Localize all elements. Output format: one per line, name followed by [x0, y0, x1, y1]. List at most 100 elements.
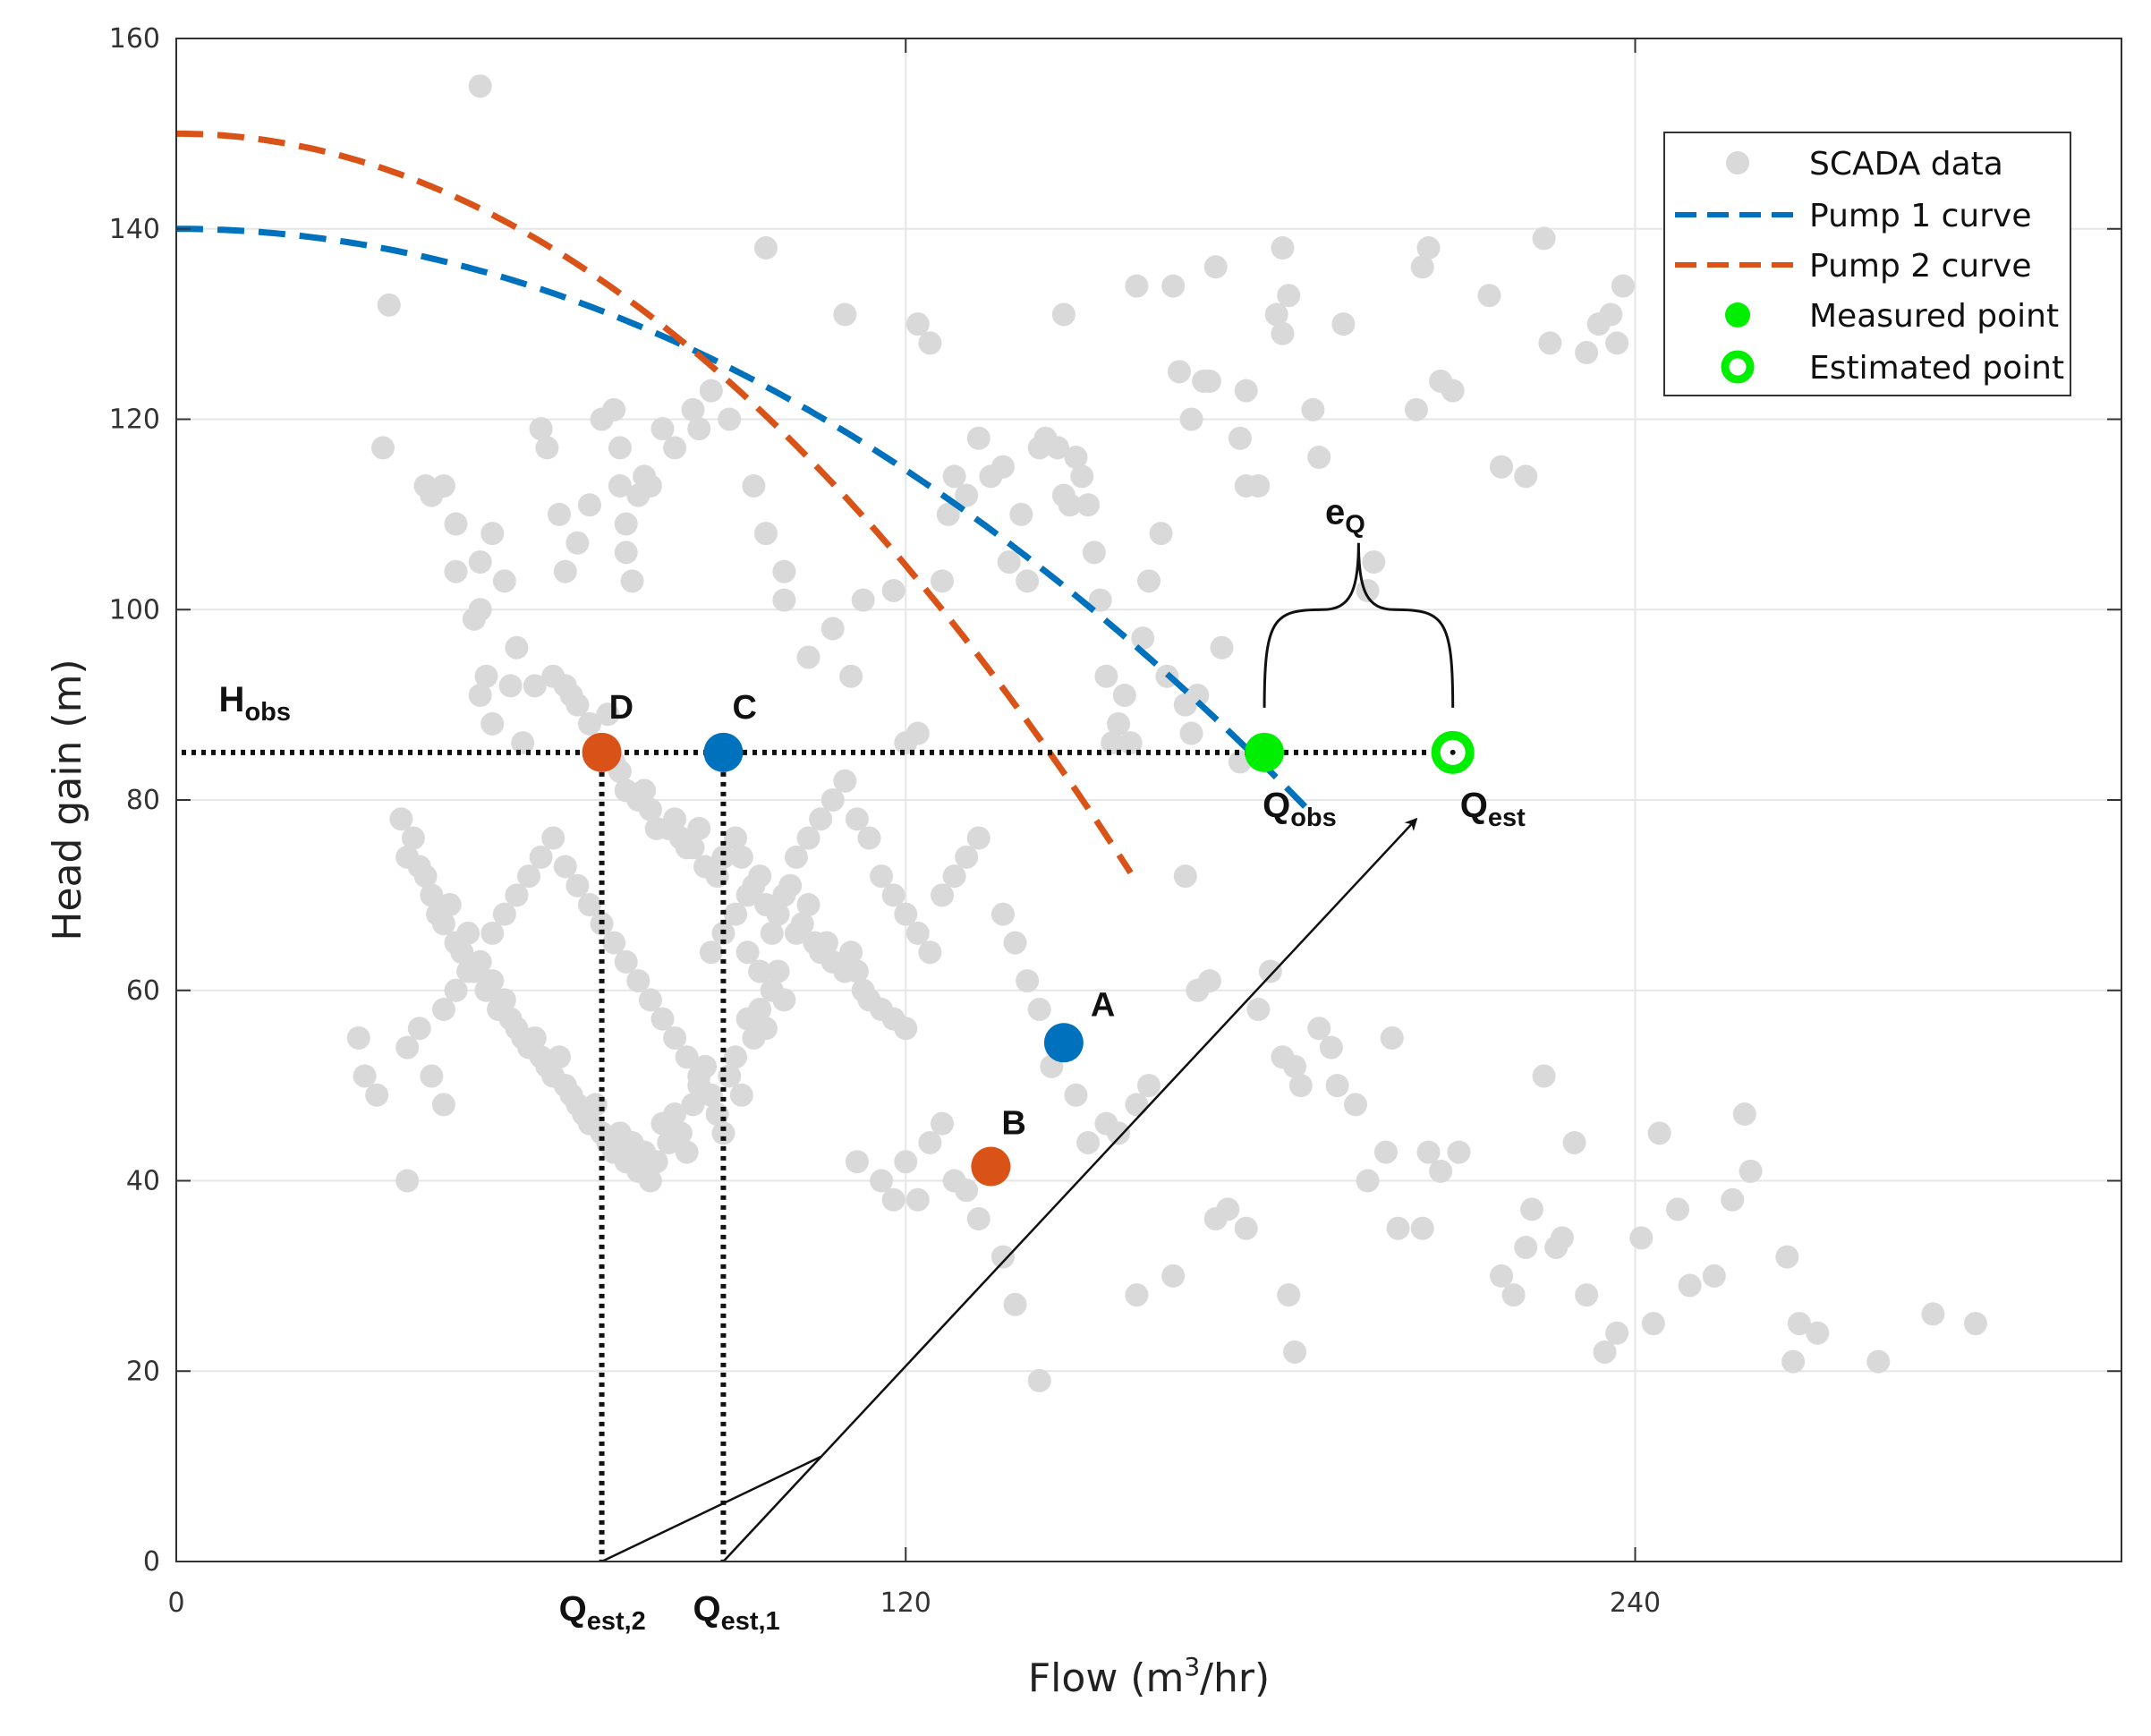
point-d	[582, 732, 622, 772]
scada-point	[577, 711, 601, 736]
scada-point	[614, 949, 638, 974]
scada-point	[918, 1130, 942, 1154]
scada-point	[620, 569, 644, 593]
scada-point	[1088, 588, 1112, 612]
scada-point	[1107, 1121, 1131, 1145]
q-obs-label: Qobs	[1263, 786, 1337, 832]
scada-point	[1343, 1093, 1367, 1117]
pump-curves	[176, 130, 1315, 875]
scada-point	[1356, 1169, 1380, 1193]
scada-points	[346, 74, 1987, 1392]
scada-point	[492, 988, 516, 1012]
scada-point	[1070, 464, 1094, 489]
scada-point	[1058, 493, 1082, 517]
scada-point	[1447, 1140, 1471, 1164]
scada-point	[796, 826, 820, 850]
scada-point	[529, 417, 553, 441]
scada-point	[1666, 1197, 1690, 1221]
scada-point	[517, 864, 541, 889]
scada-point	[687, 816, 711, 840]
scada-point	[468, 683, 492, 707]
scada-point	[1125, 1283, 1149, 1307]
scada-point	[663, 436, 687, 460]
scada-point	[1271, 236, 1295, 260]
scada-point	[1702, 1264, 1726, 1288]
scada-point	[772, 588, 796, 612]
scada-point	[1921, 1302, 1945, 1326]
scada-point	[778, 873, 803, 898]
scada-point	[1732, 1102, 1756, 1127]
scada-point	[1575, 341, 1599, 365]
scada-point	[395, 1035, 420, 1059]
scada-point	[370, 436, 395, 460]
y-tick-label: 100	[109, 594, 160, 625]
scada-point	[1538, 331, 1562, 355]
scada-point	[1277, 284, 1301, 308]
scada-point	[990, 1245, 1015, 1269]
scada-point	[1173, 864, 1197, 889]
scada-point	[1963, 1312, 1987, 1336]
scada-point	[699, 379, 723, 403]
scada-point	[905, 312, 930, 336]
scada-point	[1678, 1273, 1702, 1298]
scada-point	[1076, 1130, 1101, 1154]
scada-point	[438, 893, 462, 917]
scada-point	[966, 1207, 990, 1231]
scada-point	[881, 578, 905, 602]
scada-point	[699, 940, 723, 965]
scada-point	[1477, 284, 1501, 308]
scada-point	[942, 864, 966, 889]
scada-point	[681, 836, 705, 860]
scada-point	[577, 893, 601, 917]
scada-point	[1179, 721, 1203, 745]
scada-point	[748, 959, 772, 983]
scada-point	[1629, 1226, 1654, 1250]
scada-point	[931, 569, 955, 593]
scada-point	[1258, 959, 1282, 983]
y-tick-label: 160	[109, 23, 160, 55]
scada-point	[839, 664, 863, 688]
scada-point	[1490, 1264, 1514, 1288]
scada-point	[511, 731, 535, 755]
scada-point	[1429, 1159, 1453, 1183]
scada-point	[1246, 473, 1271, 498]
legend-estimated-label: Estimated point	[1809, 350, 2064, 387]
scada-point	[1866, 1349, 1891, 1374]
legend-pump2-label: Pump 2 curve	[1809, 248, 2031, 285]
scada-point	[1325, 1074, 1349, 1098]
scada-point	[681, 397, 705, 421]
scada-point	[1016, 569, 1040, 593]
scada-point	[431, 1093, 455, 1117]
scada-point	[395, 1169, 420, 1193]
scada-point	[1197, 969, 1221, 993]
scada-point	[809, 807, 833, 831]
legend-pump1-label: Pump 1 curve	[1809, 198, 2031, 234]
scada-point	[1410, 255, 1434, 279]
scada-point	[942, 464, 966, 489]
scada-point	[638, 988, 662, 1012]
arrow-to-q-est	[722, 817, 1418, 1562]
legend-measured-label: Measured point	[1809, 298, 2059, 335]
scada-point	[820, 788, 845, 812]
scada-point	[905, 1187, 930, 1212]
scada-point	[480, 921, 505, 945]
scada-point	[1362, 550, 1386, 574]
guide-lines	[182, 749, 1453, 1563]
scada-point	[480, 522, 505, 546]
scada-point	[480, 969, 505, 993]
scada-point	[1101, 731, 1125, 755]
scada-point	[1490, 455, 1514, 479]
scada-point	[1149, 522, 1173, 546]
scada-point	[1307, 1017, 1331, 1041]
scada-point	[577, 493, 601, 517]
scada-point	[711, 1121, 735, 1145]
scada-point	[870, 864, 894, 889]
scada-point	[1271, 321, 1295, 345]
scada-point	[1416, 236, 1441, 260]
scada-point	[675, 1045, 699, 1069]
scada-point	[1611, 274, 1635, 298]
scada-point	[1046, 436, 1070, 460]
scada-point	[553, 855, 577, 879]
arrow-branch	[601, 1455, 821, 1563]
scada-point	[1605, 1321, 1629, 1345]
